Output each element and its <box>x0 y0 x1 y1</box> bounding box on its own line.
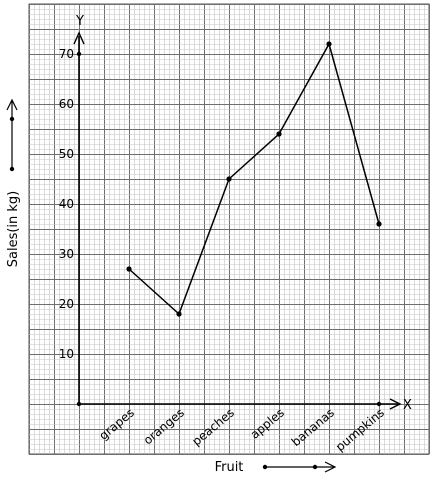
data-point-pumpkins <box>376 221 382 227</box>
y-axis-end-dot <box>76 51 82 57</box>
data-point-grapes <box>126 266 132 272</box>
y-label-arrow-dot <box>9 116 15 122</box>
series-line <box>128 42 380 316</box>
x-axis-letter: X <box>403 398 412 413</box>
data-point-peaches <box>226 176 232 182</box>
y-tick-label: 70 <box>59 47 74 61</box>
data-point-oranges <box>176 311 182 317</box>
y-axis-arrow <box>73 31 85 45</box>
y-tick-label: 30 <box>59 247 74 261</box>
y-tick-label: 10 <box>59 347 74 361</box>
y-tick-label: 50 <box>59 147 74 161</box>
y-label-arrow-dot <box>9 166 15 172</box>
x-label-arrow-dot <box>312 464 318 470</box>
data-series <box>126 41 382 317</box>
y-axis-label: Sales(in kg) <box>6 191 21 268</box>
data-point-apples <box>276 131 282 137</box>
graph-paper-grid <box>28 3 430 455</box>
x-label-arrow-dot <box>262 464 268 470</box>
x-axis-label: Fruit <box>215 460 244 475</box>
axes <box>73 31 402 410</box>
x-axis-end-dot <box>376 401 382 407</box>
origin-dot <box>76 401 82 407</box>
y-tick-label: 40 <box>59 197 74 211</box>
y-axis-letter: Y <box>75 14 84 29</box>
axis-arrows-decor <box>6 98 337 473</box>
y-tick-label: 60 <box>59 97 74 111</box>
x-axis-arrow <box>389 398 402 410</box>
x-label-arrow-head <box>324 461 337 473</box>
y-label-arrow-head <box>6 98 18 111</box>
y-tick-labels: 10 20 30 40 50 60 70 <box>59 47 74 361</box>
data-point-bananas <box>326 41 332 47</box>
y-tick-label: 20 <box>59 297 74 311</box>
